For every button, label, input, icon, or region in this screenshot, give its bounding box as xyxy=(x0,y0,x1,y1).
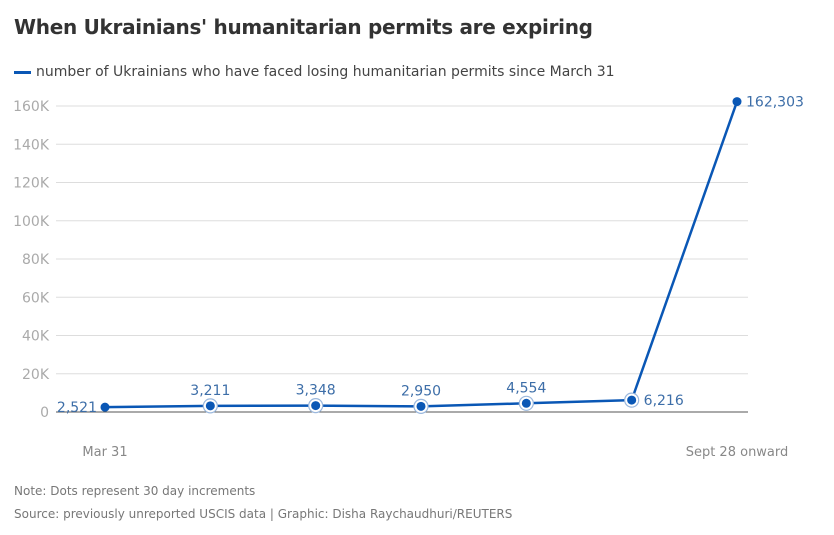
legend: number of Ukrainians who have faced losi… xyxy=(14,64,615,80)
x-tick-label: Mar 31 xyxy=(82,445,127,460)
y-tick-label: 20K xyxy=(22,367,50,383)
chart-note: Note: Dots represent 30 day increments xyxy=(14,484,256,498)
data-point xyxy=(416,401,426,411)
y-tick-label: 100K xyxy=(13,214,50,230)
data-point xyxy=(732,97,742,107)
y-tick-label: 160K xyxy=(13,99,50,115)
data-label: 162,303 xyxy=(746,95,804,111)
data-label: 2,950 xyxy=(401,383,441,399)
data-label: 3,348 xyxy=(296,383,336,399)
y-tick-label: 120K xyxy=(13,176,50,192)
data-label: 6,216 xyxy=(644,393,684,409)
data-point xyxy=(205,401,215,411)
legend-swatch xyxy=(14,70,31,74)
y-tick-label: 60K xyxy=(22,290,50,306)
legend-label: number of Ukrainians who have faced losi… xyxy=(36,64,615,80)
data-point xyxy=(627,395,637,405)
x-tick-label: Sept 28 onward xyxy=(686,445,789,460)
data-label: 2,521 xyxy=(57,400,97,416)
data-point xyxy=(100,402,110,412)
y-tick-label: 0 xyxy=(40,405,49,421)
chart-title: When Ukrainians' humanitarian permits ar… xyxy=(14,15,593,39)
series-line xyxy=(104,101,739,409)
data-point xyxy=(311,401,321,411)
y-tick-label: 140K xyxy=(13,137,50,153)
data-label: 3,211 xyxy=(190,383,230,399)
y-tick-label: 40K xyxy=(22,329,50,345)
data-point xyxy=(521,398,531,408)
data-label: 4,554 xyxy=(506,380,546,396)
y-tick-label: 80K xyxy=(22,252,50,268)
chart-source: Source: previously unreported USCIS data… xyxy=(14,507,513,521)
